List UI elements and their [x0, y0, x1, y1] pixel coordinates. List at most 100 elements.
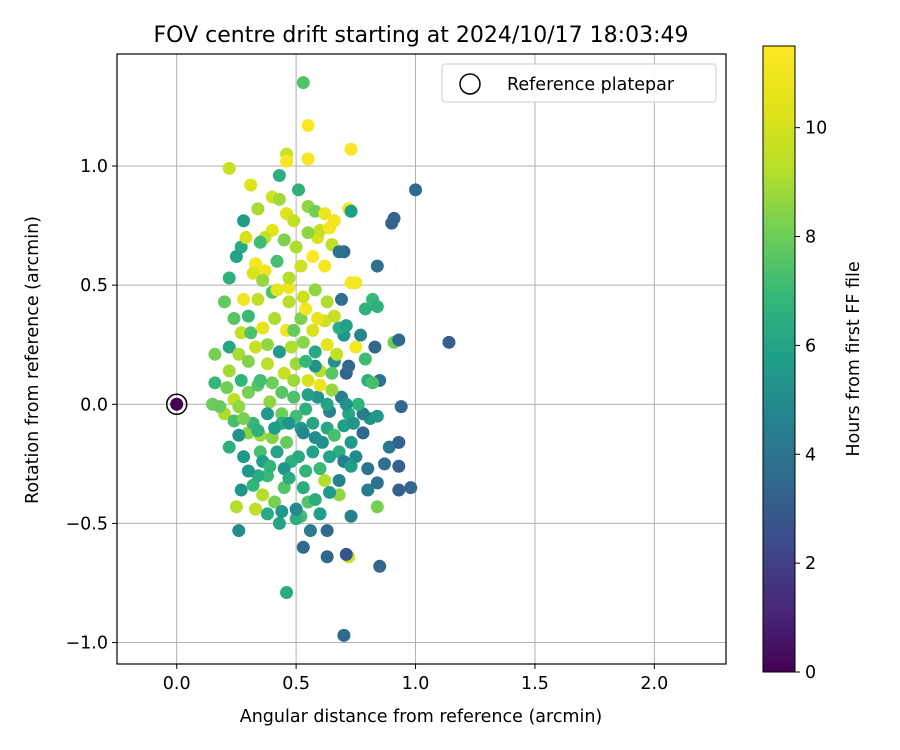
data-point: [220, 381, 234, 395]
data-point: [241, 309, 255, 323]
reference-ring: [165, 393, 188, 416]
data-point: [272, 516, 286, 530]
legend-reference-marker: [459, 73, 481, 95]
data-point: [282, 295, 296, 309]
colorbar-tick-label: 2: [805, 554, 816, 574]
colorbar: 0 2 4 6 8 10 Hours from first FF file: [762, 45, 864, 683]
data-point: [280, 435, 294, 449]
data-point: [246, 266, 260, 280]
plot-area: 0.0 0.5 1.0 1.5 2.0 −1.0 −0.5 0.0 0.5 1.0: [66, 53, 727, 694]
data-point: [282, 416, 296, 430]
data-point: [349, 276, 363, 290]
data-point: [392, 435, 406, 449]
data-point: [280, 586, 294, 600]
data-point: [208, 376, 222, 390]
y-tick-label: 0.0: [80, 395, 108, 415]
data-point: [270, 445, 284, 459]
data-point: [292, 183, 306, 197]
data-point: [325, 366, 339, 380]
data-point: [344, 509, 358, 523]
colorbar-tick-label: 4: [805, 445, 816, 465]
data-point: [320, 397, 334, 411]
x-tick-label: 1.0: [402, 674, 430, 694]
data-point: [296, 335, 310, 349]
data-point: [284, 340, 298, 354]
data-point: [234, 326, 248, 340]
data-point: [377, 457, 391, 471]
data-point: [222, 161, 236, 175]
data-point: [323, 485, 337, 499]
data-point: [241, 385, 255, 399]
data-point: [394, 400, 408, 414]
legend[interactable]: Reference platepar: [441, 63, 717, 103]
data-point: [368, 340, 382, 354]
data-point: [237, 450, 251, 464]
data-point: [232, 524, 246, 538]
data-point: [263, 395, 277, 409]
data-point: [249, 502, 263, 516]
data-point: [361, 483, 375, 497]
data-point: [272, 169, 286, 183]
data-point: [366, 376, 380, 390]
data-point: [277, 233, 291, 247]
data-point: [232, 400, 246, 414]
data-point: [373, 559, 387, 573]
data-point: [222, 271, 236, 285]
reference-point: [170, 397, 184, 411]
data-point: [234, 483, 248, 497]
data-point: [296, 540, 310, 554]
data-point: [320, 550, 334, 564]
legend-label: Reference platepar: [507, 75, 675, 95]
x-tick-label: 0.5: [282, 674, 310, 694]
data-point: [392, 333, 406, 347]
data-point: [289, 512, 303, 526]
data-point: [287, 323, 301, 337]
colorbar-ticks: 0 2 4 6 8 10: [795, 119, 827, 683]
data-point: [263, 459, 277, 473]
data-point: [370, 259, 384, 273]
data-point: [409, 183, 423, 197]
data-point: [260, 338, 274, 352]
data-point: [299, 302, 313, 316]
data-point: [344, 459, 358, 473]
data-point: [349, 340, 363, 354]
data-point: [306, 416, 320, 430]
data-point: [287, 390, 301, 404]
data-point: [256, 321, 270, 335]
data-point: [268, 495, 282, 509]
data-point: [361, 462, 375, 476]
legend-box: [441, 63, 717, 103]
data-point: [296, 76, 310, 90]
x-tick-label: 0.0: [163, 674, 191, 694]
data-point: [251, 292, 265, 306]
data-point: [306, 250, 320, 264]
data-point: [280, 154, 294, 168]
data-point: [299, 464, 313, 478]
data-point: [301, 152, 315, 166]
colorbar-label: Hours from first FF file: [844, 261, 864, 456]
axis-ticks: 0.0 0.5 1.0 1.5 2.0 −1.0 −0.5 0.0 0.5 1.0: [66, 157, 669, 694]
data-point: [251, 423, 265, 437]
data-point: [330, 347, 344, 361]
data-point: [306, 445, 320, 459]
data-point: [237, 292, 251, 306]
data-point: [370, 409, 384, 423]
colorbar-gradient: [762, 45, 796, 673]
data-point: [253, 373, 267, 387]
data-point: [356, 426, 370, 440]
data-point: [234, 373, 248, 387]
data-point: [289, 502, 303, 516]
data-point: [318, 474, 332, 488]
data-point: [217, 295, 231, 309]
data-point: [272, 192, 286, 206]
data-point: [313, 378, 327, 392]
data-point: [282, 271, 296, 285]
data-point: [339, 397, 353, 411]
data-point: [370, 300, 384, 314]
data-point: [296, 426, 310, 440]
data-point: [260, 357, 274, 371]
colorbar-tick-label: 6: [805, 336, 816, 356]
data-point: [354, 328, 368, 342]
data-point: [370, 500, 384, 514]
data-point: [241, 354, 255, 368]
